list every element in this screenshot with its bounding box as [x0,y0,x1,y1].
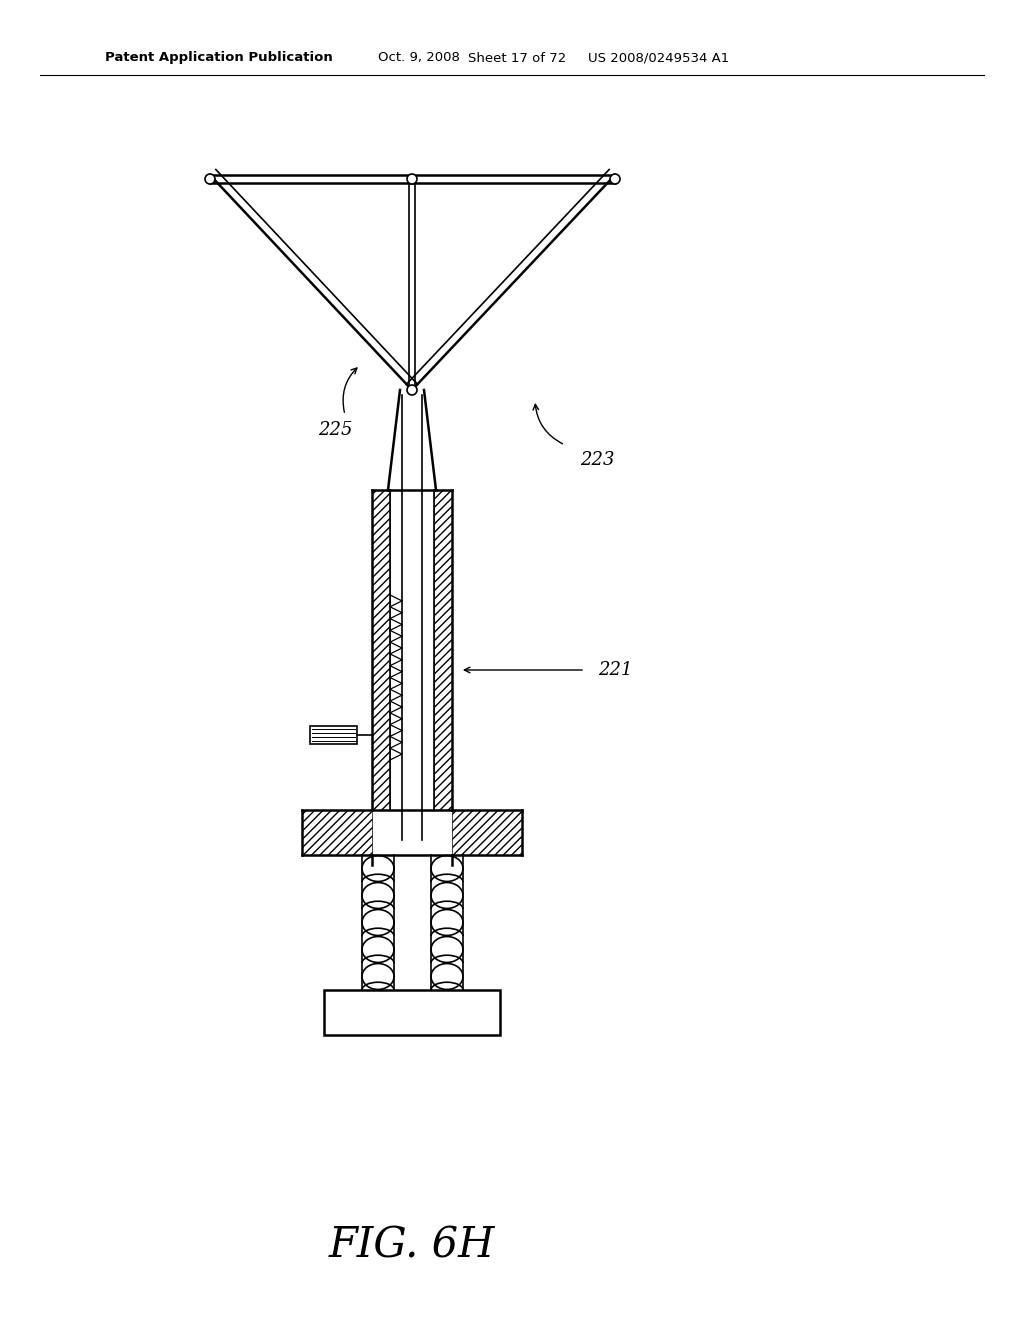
Bar [310,726,357,744]
Text: Patent Application Publication: Patent Application Publication [105,51,333,65]
Text: 221: 221 [598,661,633,678]
Text: 225: 225 [317,421,352,440]
Circle shape [407,174,417,183]
Circle shape [610,174,620,183]
Circle shape [407,385,417,395]
Text: FIG. 6H: FIG. 6H [329,1224,496,1266]
Text: US 2008/0249534 A1: US 2008/0249534 A1 [588,51,729,65]
Bar [324,990,500,1035]
Circle shape [205,174,215,183]
Text: Sheet 17 of 72: Sheet 17 of 72 [468,51,566,65]
Text: Oct. 9, 2008: Oct. 9, 2008 [378,51,460,65]
Bar [372,490,390,810]
Bar [434,490,452,810]
Text: 223: 223 [580,451,614,469]
Bar [452,810,522,855]
Bar [302,810,372,855]
